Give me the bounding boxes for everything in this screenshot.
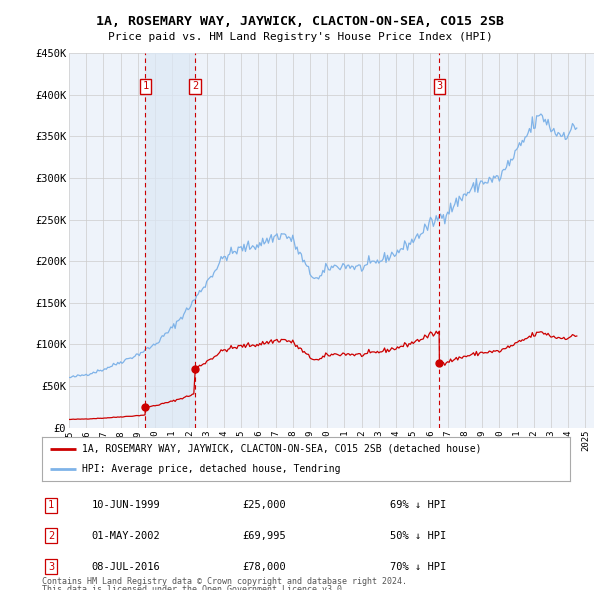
Text: £69,995: £69,995 (242, 531, 286, 541)
Text: 1: 1 (48, 500, 54, 510)
Text: HPI: Average price, detached house, Tendring: HPI: Average price, detached house, Tend… (82, 464, 340, 474)
Text: 2: 2 (192, 81, 198, 91)
Text: Price paid vs. HM Land Registry's House Price Index (HPI): Price paid vs. HM Land Registry's House … (107, 32, 493, 42)
Text: 01-MAY-2002: 01-MAY-2002 (92, 531, 160, 541)
Text: £78,000: £78,000 (242, 562, 286, 572)
Bar (145, 53, 195, 428)
Text: 1A, ROSEMARY WAY, JAYWICK, CLACTON-ON-SEA, CO15 2SB: 1A, ROSEMARY WAY, JAYWICK, CLACTON-ON-SE… (96, 15, 504, 28)
Text: 1A, ROSEMARY WAY, JAYWICK, CLACTON-ON-SEA, CO15 2SB (detached house): 1A, ROSEMARY WAY, JAYWICK, CLACTON-ON-SE… (82, 444, 481, 454)
Text: 1: 1 (142, 81, 149, 91)
Text: 2: 2 (48, 531, 54, 541)
Text: 08-JUL-2016: 08-JUL-2016 (92, 562, 160, 572)
Text: 10-JUN-1999: 10-JUN-1999 (92, 500, 160, 510)
Text: 69% ↓ HPI: 69% ↓ HPI (390, 500, 446, 510)
Text: 3: 3 (48, 562, 54, 572)
Text: 3: 3 (436, 81, 443, 91)
Text: 70% ↓ HPI: 70% ↓ HPI (390, 562, 446, 572)
Text: Contains HM Land Registry data © Crown copyright and database right 2024.: Contains HM Land Registry data © Crown c… (42, 577, 407, 586)
Text: £25,000: £25,000 (242, 500, 286, 510)
Text: This data is licensed under the Open Government Licence v3.0.: This data is licensed under the Open Gov… (42, 585, 347, 590)
Text: 50% ↓ HPI: 50% ↓ HPI (390, 531, 446, 541)
